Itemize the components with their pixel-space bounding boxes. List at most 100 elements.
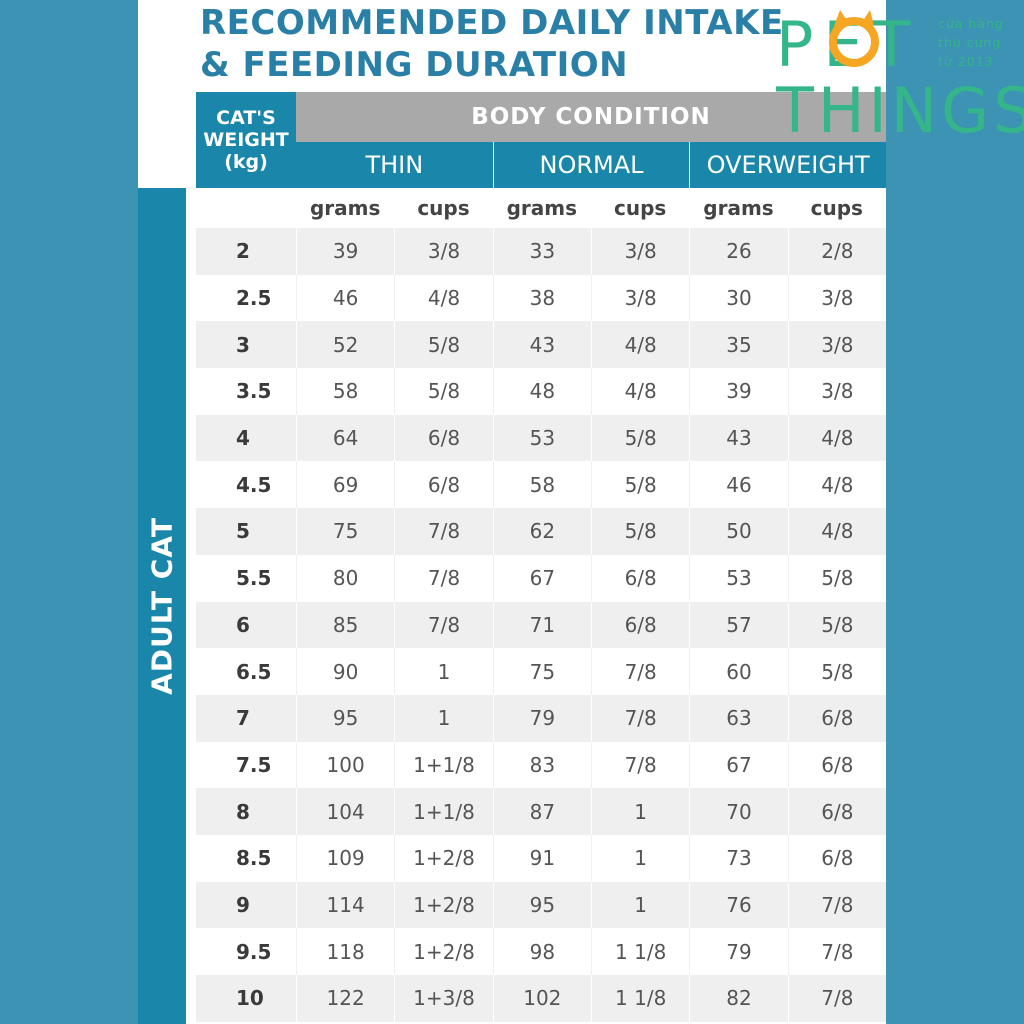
cups-cell: 4/8 [591,321,689,369]
cups-cell: 5/8 [591,461,689,509]
cups-cell: 4/8 [787,414,886,462]
weight-header-line-3: (kg) [224,151,268,173]
table-row: 3 52 5/8 43 4/8 35 3/8 [196,321,886,369]
cups-cell: 4/8 [394,274,492,322]
grams-cell: 90 [295,648,394,695]
intake-table-body: 2 39 3/8 33 3/8 26 2/8 2.5 46 4/8 38 3/8 30 3/8 3 52 5/8… [196,228,886,1022]
cups-cell: 1 1/8 [591,975,689,1022]
table-row: 8 104 1+1/8 87 1 70 6/8 [196,788,886,835]
cups-cell: 1 [591,788,689,835]
cups-cell: 2/8 [787,228,886,275]
grams-cell: 60 [689,648,787,695]
cups-cell: 1 [394,694,492,742]
logo-tagline: cửa hàng thú cưng từ 2013 [938,14,1004,71]
cups-cell: 4/8 [787,461,886,509]
grams-cell: 87 [492,788,591,835]
grams-cell: 82 [689,975,787,1022]
grams-cell: 48 [492,368,591,415]
grams-cell: 46 [295,274,394,322]
cups-cell: 3/8 [394,228,492,275]
unit-header-row: grams cups grams cups grams cups [296,188,886,228]
grams-cell: 71 [492,601,591,649]
unit-header-cell: grams [506,196,578,220]
weight-header-line-2: WEIGHT [203,129,289,151]
title-line-2: & FEEDING DURATION [200,45,629,85]
grams-cell: 83 [492,741,591,789]
cups-cell: 1+3/8 [394,975,492,1022]
weight-cell: 8.5 [236,846,272,871]
table-row: 8.5 109 1+2/8 91 1 73 6/8 [196,834,886,882]
cups-cell: 6/8 [787,834,886,882]
cups-cell: 4/8 [591,368,689,415]
table-row: 9 114 1+2/8 95 1 76 7/8 [196,881,886,929]
grams-cell: 80 [295,554,394,602]
cups-cell: 7/8 [787,975,886,1022]
cups-cell: 7/8 [787,881,886,929]
grams-cell: 50 [689,508,787,555]
table-row: 4 64 6/8 53 5/8 43 4/8 [196,414,886,462]
grams-cell: 70 [689,788,787,835]
cups-cell: 7/8 [591,648,689,695]
grams-cell: 58 [492,461,591,509]
cups-cell: 6/8 [591,554,689,602]
table-row: 3.5 58 5/8 48 4/8 39 3/8 [196,368,886,415]
table-row: 2 39 3/8 33 3/8 26 2/8 [196,228,886,275]
cups-cell: 6/8 [787,788,886,835]
grams-cell: 43 [492,321,591,369]
weight-cell: 5.5 [236,566,272,591]
cups-cell: 3/8 [787,321,886,369]
grams-cell: 53 [689,554,787,602]
grams-cell: 46 [689,461,787,509]
cups-cell: 7/8 [591,694,689,742]
cups-cell: 3/8 [787,368,886,415]
table-row: 7 95 1 79 7/8 63 6/8 [196,694,886,742]
grams-cell: 62 [492,508,591,555]
grams-cell: 26 [689,228,787,275]
grams-cell: 79 [689,928,787,975]
cups-cell: 6/8 [787,741,886,789]
weight-cell: 10 [236,986,264,1011]
grams-cell: 114 [295,881,394,929]
weight-cell: 3.5 [236,379,272,404]
table-row: 7.5 100 1+1/8 83 7/8 67 6/8 [196,741,886,789]
grams-cell: 75 [492,648,591,695]
cups-cell: 1+1/8 [394,788,492,835]
cups-cell: 6/8 [591,601,689,649]
unit-header-cell: cups [810,196,863,220]
cups-cell: 7/8 [394,508,492,555]
cups-cell: 1 [394,648,492,695]
cat-head-icon [829,10,879,67]
grams-cell: 52 [295,321,394,369]
grams-cell: 30 [689,274,787,322]
cups-cell: 1 [591,881,689,929]
logo-tagline-line: thú cưng [938,35,1002,50]
cups-cell: 7/8 [591,741,689,789]
grams-cell: 109 [295,834,394,882]
weight-cell: 6 [236,612,250,637]
weight-cell: 8 [236,799,250,824]
grams-cell: 39 [295,228,394,275]
condition-thin-header: THIN [365,151,424,179]
cups-cell: 1+2/8 [394,928,492,975]
cups-cell: 3/8 [591,228,689,275]
grams-cell: 95 [295,694,394,742]
cups-cell: 3/8 [591,274,689,322]
cups-cell: 1+2/8 [394,881,492,929]
grams-cell: 43 [689,414,787,462]
unit-header-cell: grams [309,196,381,220]
weight-cell: 6.5 [236,659,272,684]
cups-cell: 7/8 [394,601,492,649]
grams-cell: 39 [689,368,787,415]
cups-cell: 5/8 [787,601,886,649]
weight-cell: 9.5 [236,939,272,964]
grams-cell: 38 [492,274,591,322]
table-row: 4.5 69 6/8 58 5/8 46 4/8 [196,461,886,509]
cups-cell: 1 [591,834,689,882]
table-row: 6 85 7/8 71 6/8 57 5/8 [196,601,886,649]
side-label-adult-cat: ADULT CAT [145,517,179,695]
grams-cell: 53 [492,414,591,462]
grams-cell: 75 [295,508,394,555]
grams-cell: 67 [689,741,787,789]
cups-cell: 7/8 [787,928,886,975]
grams-cell: 118 [295,928,394,975]
